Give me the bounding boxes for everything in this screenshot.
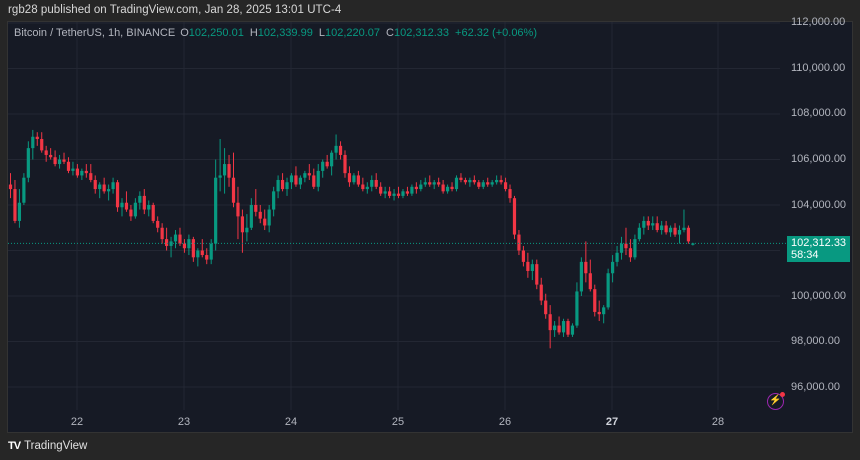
low-value: 102,220.07	[324, 27, 381, 39]
publish-info: rgb28 published on TradingView.com, Jan …	[8, 4, 342, 16]
close-key: C	[386, 27, 394, 39]
symbol-title[interactable]: Bitcoin / TetherUS, 1h, BINANCE	[14, 27, 176, 39]
price-tick: 104,000.00	[791, 199, 847, 211]
price-tick: 106,000.00	[791, 153, 847, 165]
open-value: 102,250.01	[188, 27, 244, 39]
date-tick: 26	[498, 416, 512, 428]
low-key: L	[318, 27, 325, 39]
date-tick: 27	[605, 416, 619, 428]
last-price-value: 102,312.33	[791, 237, 847, 249]
price-tick: 108,000.00	[791, 107, 847, 119]
chart-panel[interactable]	[7, 21, 853, 433]
date-tick: 24	[284, 416, 298, 428]
bar-countdown: 58:34	[791, 249, 819, 261]
price-tick: 112,000.00	[791, 16, 846, 28]
price-tick: 100,000.00	[791, 290, 847, 302]
date-tick: 22	[70, 416, 84, 428]
high-value: 102,339.99	[257, 27, 313, 39]
price-tick: 110,000.00	[791, 62, 846, 74]
last-price-tag: 102,312.33 58:34	[787, 236, 850, 262]
change-value: +62.32 (+0.06%)	[455, 27, 537, 39]
price-tick: 96,000.00	[791, 381, 840, 393]
open-key: O	[180, 27, 189, 39]
high-key: H	[249, 27, 258, 39]
date-tick: 25	[391, 416, 405, 428]
ohlc-legend: Bitcoin / TetherUS, 1h, BINANCE O 102,250…	[14, 27, 537, 39]
alert-bolt-icon[interactable]: ⚡	[767, 392, 785, 410]
tradingview-logo-icon: TV	[8, 440, 21, 452]
close-value: 102,312.33	[393, 27, 450, 39]
footer-brand: TV TradingView	[8, 440, 87, 452]
brand-name: TradingView	[24, 440, 88, 452]
notification-dot-icon	[780, 392, 785, 397]
date-tick: 23	[177, 416, 191, 428]
price-tick: 98,000.00	[791, 335, 840, 347]
date-tick: 28	[711, 416, 725, 428]
